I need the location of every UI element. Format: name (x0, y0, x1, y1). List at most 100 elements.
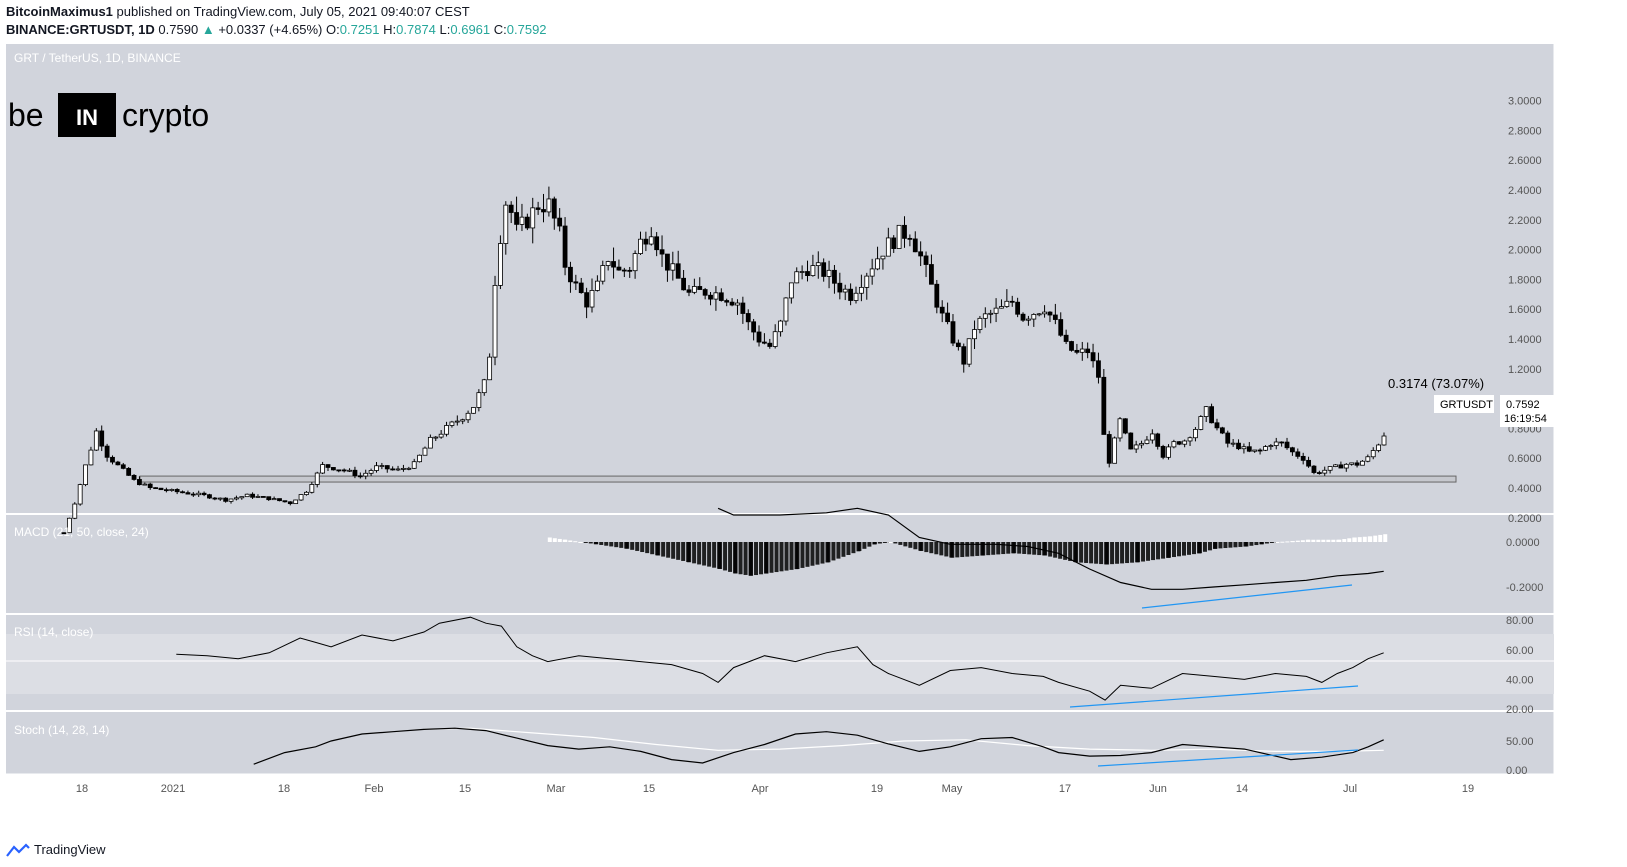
macd-bar (1249, 542, 1254, 546)
macd-bar (635, 542, 640, 551)
candle-down (1074, 349, 1080, 353)
macd-bar (960, 542, 965, 558)
candle-up (648, 236, 654, 245)
candle-up (228, 498, 234, 502)
candle-up (1268, 445, 1274, 448)
candle-down (1316, 472, 1322, 474)
macd-bar (563, 539, 568, 542)
candle-up (842, 288, 848, 293)
footer-brand[interactable]: TradingView (34, 842, 106, 857)
measure-label: 0.3174 (73.07%) (1388, 376, 1484, 391)
candle-up (93, 430, 99, 451)
macd-bar (578, 542, 583, 543)
candle-up (88, 449, 94, 466)
macd-bar (955, 542, 960, 558)
stoch-trendline[interactable] (1097, 749, 1359, 767)
candle-up (1133, 444, 1139, 450)
stoch-axis: 50.00 0.00 (1506, 736, 1534, 777)
candle-up (77, 484, 83, 505)
logo-text-mid: IN (76, 105, 98, 130)
candle-up (885, 237, 891, 257)
candle-down (99, 430, 105, 447)
macd-bar (547, 537, 552, 542)
candle-up (1241, 446, 1247, 450)
candle-up (993, 307, 999, 314)
candle-up (83, 464, 88, 486)
stoch-tick-label: 0.00 (1506, 765, 1527, 777)
macd-bar (836, 542, 841, 559)
chart-svg[interactable]: GRT / TetherUS, 1D, BINANCE USDT be IN c… (0, 44, 1627, 834)
candle-down (1101, 376, 1107, 435)
macd-trendline[interactable] (1141, 584, 1353, 609)
macd-bar (1337, 539, 1342, 542)
price-tag-box (1434, 395, 1494, 413)
macd-bar (1285, 541, 1290, 543)
candle-up (503, 204, 509, 244)
macd-bar (588, 542, 593, 544)
macd-bar (986, 542, 991, 556)
macd-bar (1058, 542, 1063, 559)
author-name[interactable]: BitcoinMaximus1 (6, 4, 113, 19)
candle-down (260, 496, 266, 498)
macd-bar (1362, 536, 1367, 542)
candle-up (605, 261, 611, 266)
candle-up (471, 407, 476, 414)
candle-down (627, 269, 633, 272)
candle-down (1128, 432, 1134, 450)
candle-down (584, 292, 590, 308)
time-tick-label: 15 (643, 783, 655, 795)
candle-down (1176, 441, 1182, 445)
macd-bar (826, 542, 831, 563)
candle-up (465, 412, 471, 421)
macd-bar (893, 542, 898, 544)
macd-bar (676, 542, 681, 560)
macd-bar (862, 542, 867, 549)
candle-up (530, 207, 536, 229)
candle-down (336, 469, 342, 472)
macd-histogram (547, 534, 1388, 576)
chart-area[interactable]: GRT / TetherUS, 1D, BINANCE USDT be IN c… (0, 44, 1627, 834)
candle-down (1279, 441, 1285, 444)
macd-bar (697, 542, 702, 565)
candle-up (401, 468, 406, 470)
candle-up (1327, 466, 1333, 471)
rsi-trendline[interactable] (1069, 685, 1359, 708)
candle-up (1079, 348, 1085, 353)
macd-bar (1068, 542, 1073, 561)
candle-down (535, 207, 541, 210)
candle-down (767, 342, 773, 347)
candle-down (708, 294, 713, 300)
macd-bar (1342, 539, 1347, 542)
candle-up (1203, 406, 1209, 417)
macd-bar (702, 542, 707, 566)
candle-down (762, 341, 767, 344)
candle-down (848, 288, 854, 301)
macd-bar (1378, 534, 1383, 542)
candle-up (1036, 313, 1042, 316)
rsi-tick-label: 60.00 (1506, 645, 1534, 657)
macd-bar (981, 542, 986, 556)
macd-bar (1012, 542, 1017, 554)
macd-bar (1269, 542, 1274, 543)
macd-bar (1027, 542, 1032, 555)
macd-bar (619, 542, 624, 548)
candle-up (395, 468, 401, 471)
macd-bar (1218, 542, 1223, 549)
candle-up (546, 198, 552, 213)
candle-up (966, 338, 972, 365)
macd-axis: 0.0000 -0.2000 (1506, 537, 1543, 594)
macd-bar (929, 542, 934, 554)
macd-bar (1089, 542, 1094, 564)
currency-label: USDT (1567, 51, 1600, 65)
macd-bar (908, 542, 913, 548)
ohlc-line: BINANCE:GRTUSDT, 1D 0.7590 ▲ +0.0337 (+4… (6, 22, 547, 37)
support-zone[interactable] (139, 475, 1457, 483)
price-tag-value-box (1500, 395, 1554, 427)
macd-bar (1043, 542, 1048, 556)
candle-down (61, 532, 67, 535)
macd-bar (1331, 539, 1336, 542)
price-tick-label: 0.2000 (1508, 513, 1542, 525)
macd-bar (1156, 542, 1161, 560)
price-tick-label: 3.0000 (1508, 96, 1542, 108)
candle-down (724, 300, 730, 303)
